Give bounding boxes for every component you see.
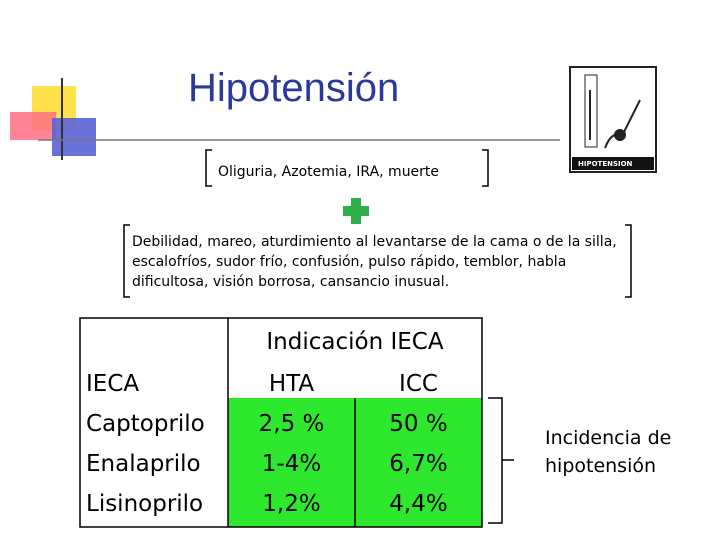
table-cell: 4,4% [389, 491, 448, 517]
image-caption: HIPOTENSION [578, 160, 633, 168]
table-cell: IECA [86, 371, 140, 397]
table-cell: 1,2% [262, 491, 321, 517]
table-cell: 50 % [389, 411, 448, 437]
table-header: Indicación IECA [266, 329, 444, 355]
title: Hipotensión [188, 66, 400, 110]
side-label: Incidencia de hipotensión [545, 427, 672, 477]
table-cell: Enalaprilo [86, 451, 201, 477]
table-cell: 6,7% [389, 451, 448, 477]
table-cell: Captoprilo [86, 411, 205, 437]
table-cell: 2,5 % [258, 411, 325, 437]
table-cell: Lisinoprilo [86, 491, 204, 517]
symptoms: Debilidad, mareo, aturdimiento al levant… [132, 234, 617, 290]
table-cell: HTA [268, 371, 315, 397]
table-cell: 1-4% [261, 451, 322, 477]
table-cell: ICC [399, 371, 438, 397]
consequences: Oliguria, Azotemia, IRA, muerte [218, 164, 440, 180]
